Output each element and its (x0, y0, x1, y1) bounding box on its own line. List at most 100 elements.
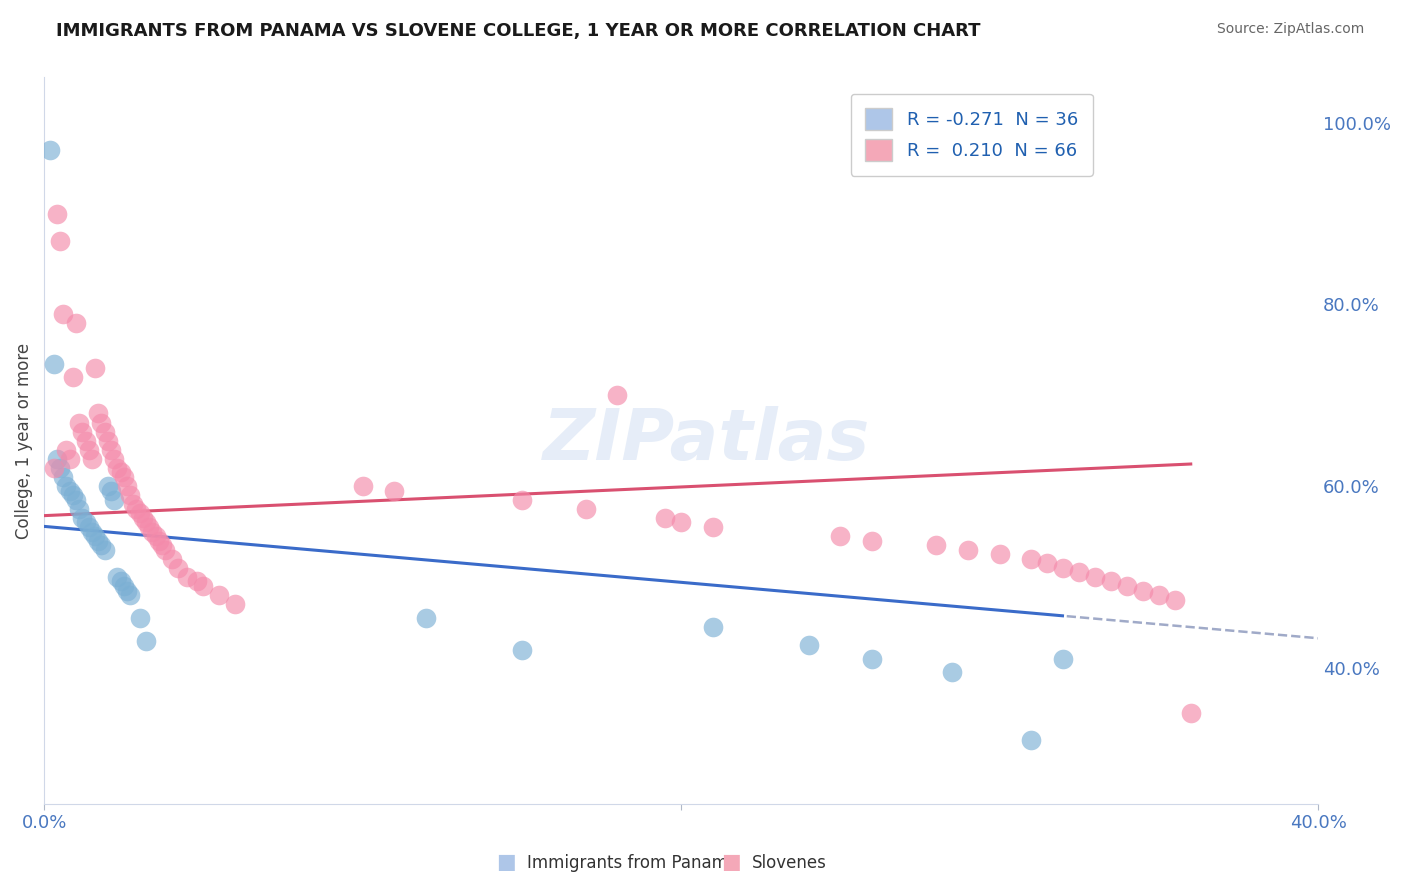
Text: ■: ■ (496, 853, 516, 872)
Point (105, 461, 128, 475)
Point (52, 307, 75, 321)
Text: Source: ZipAtlas.com: Source: ZipAtlas.com (1216, 22, 1364, 37)
Point (510, 492, 533, 507)
Text: Immigrants from Panama: Immigrants from Panama (527, 855, 738, 872)
Text: ■: ■ (721, 853, 741, 872)
Point (42, 357, 65, 371)
Point (956, 542, 979, 557)
Point (120, 588, 142, 602)
Point (988, 547, 1011, 561)
Point (120, 488, 142, 502)
Point (58, 451, 80, 466)
Point (138, 520, 160, 534)
Point (80, 451, 103, 466)
Point (52, 470, 75, 484)
Text: IMMIGRANTS FROM PANAMA VS SLOVENE COLLEGE, 1 YEAR OR MORE CORRELATION CHART: IMMIGRANTS FROM PANAMA VS SLOVENE COLLEG… (56, 22, 981, 40)
Point (224, 597, 246, 611)
Point (860, 651, 883, 665)
Point (141, 524, 163, 539)
Point (122, 497, 145, 511)
Point (1052, 561, 1074, 575)
Point (93, 542, 115, 557)
Point (115, 479, 138, 493)
Point (797, 638, 820, 652)
Point (415, 611, 437, 625)
Point (87, 533, 110, 548)
Point (167, 561, 190, 575)
Point (669, 516, 692, 530)
Point (97, 434, 120, 448)
Point (1164, 592, 1187, 607)
Point (103, 451, 125, 466)
Point (87, 407, 110, 421)
Point (93, 425, 115, 439)
Point (160, 551, 183, 566)
Point (128, 611, 150, 625)
Point (125, 501, 148, 516)
Point (510, 642, 533, 657)
Point (67, 501, 90, 516)
Point (100, 483, 122, 498)
Point (176, 570, 198, 584)
Point (105, 570, 128, 584)
Point (49, 461, 72, 475)
Point (1099, 574, 1122, 589)
Point (132, 511, 155, 525)
Point (1084, 570, 1107, 584)
Point (148, 533, 170, 548)
Point (654, 511, 676, 525)
Legend: R = -0.271  N = 36, R =  0.210  N = 66: R = -0.271 N = 36, R = 0.210 N = 66 (851, 94, 1092, 176)
Point (62, 370, 84, 384)
Point (72, 425, 94, 439)
Point (830, 529, 852, 543)
Point (1021, 733, 1043, 747)
Point (90, 416, 112, 430)
Point (65, 492, 87, 507)
Point (1180, 706, 1202, 721)
Point (384, 483, 406, 498)
Point (49, 234, 72, 248)
Point (574, 501, 596, 516)
Point (65, 316, 87, 330)
Point (1069, 566, 1091, 580)
Point (352, 479, 374, 493)
Point (941, 665, 963, 680)
Point (90, 538, 112, 552)
Point (77, 442, 100, 457)
Point (1021, 551, 1043, 566)
Point (135, 633, 157, 648)
Point (702, 520, 724, 534)
Point (62, 488, 84, 502)
Point (100, 442, 122, 457)
Point (84, 361, 107, 376)
Point (1147, 588, 1170, 602)
Point (58, 483, 80, 498)
Point (67, 416, 90, 430)
Y-axis label: College, 1 year or more: College, 1 year or more (15, 343, 32, 539)
Point (103, 492, 125, 507)
Point (110, 574, 132, 589)
Point (39, 143, 62, 157)
Point (925, 538, 948, 552)
Point (702, 620, 724, 634)
Point (1052, 651, 1074, 665)
Point (1036, 557, 1059, 571)
Point (45, 451, 67, 466)
Point (97, 479, 120, 493)
Point (135, 516, 157, 530)
Point (150, 538, 173, 552)
Point (153, 542, 176, 557)
Point (75, 516, 97, 530)
Point (208, 588, 231, 602)
Point (186, 574, 208, 589)
Point (77, 520, 100, 534)
Point (110, 466, 132, 480)
Point (45, 207, 67, 221)
Point (145, 529, 167, 543)
Point (193, 579, 215, 593)
Point (55, 479, 77, 493)
Point (115, 583, 138, 598)
Point (42, 461, 65, 475)
Point (84, 529, 107, 543)
Text: ZIPatlas: ZIPatlas (543, 406, 870, 475)
